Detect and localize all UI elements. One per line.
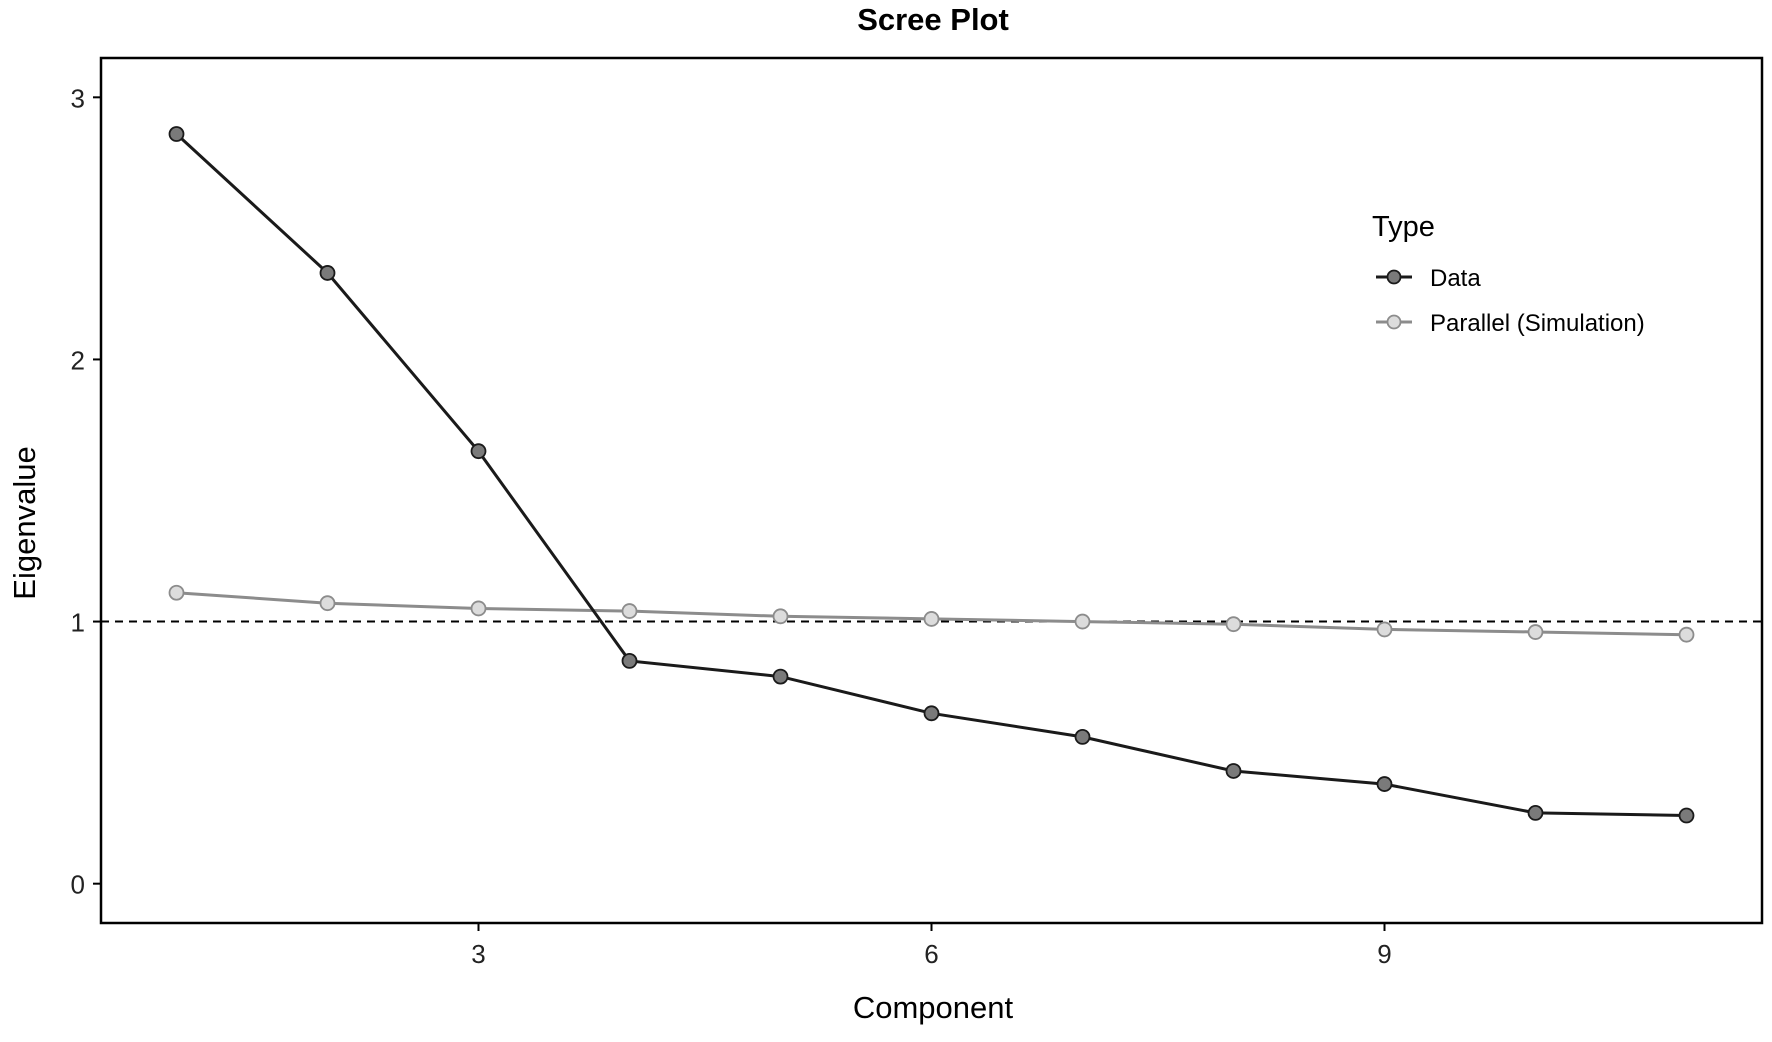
legend-label-data: Data [1430,265,1481,292]
data-point-parallel-simulation [1225,616,1242,633]
data-point-parallel-simulation [1527,624,1544,640]
y-tick-label: 3 [71,83,85,113]
plot-area: 0 1 2 3 3 6 9 [71,56,1764,969]
data-point-data [470,443,487,460]
data-point-parallel-simulation [621,603,638,619]
legend-marker-data [1386,269,1402,285]
data-point-data [1527,805,1544,821]
legend-label-parallel-simulation: Parallel (Simulation) [1430,310,1645,337]
x-tick-label: 3 [471,939,485,969]
x-axis-label: Component [853,990,1014,1025]
data-point-parallel-simulation [923,611,940,627]
data-point-data [319,265,336,281]
data-point-parallel-simulation [1074,613,1091,630]
data-point-data [923,705,940,722]
data-point-data [1074,728,1091,745]
data-point-data [772,668,789,685]
y-axis-label: Eigenvalue [7,446,42,599]
data-point-data [1376,776,1393,792]
y-tick-label: 1 [71,608,85,638]
legend-marker-parallel-simulation [1386,314,1402,330]
data-point-parallel-simulation [319,595,336,612]
data-point-parallel-simulation [470,600,487,617]
data-point-data [621,652,638,669]
x-tick-label: 6 [924,939,938,969]
data-point-parallel-simulation [772,608,789,625]
data-point-data [168,126,185,142]
y-tick-label: 0 [71,870,85,900]
legend-title: Type [1372,211,1435,243]
x-tick-label: 9 [1377,939,1391,969]
data-point-data [1225,763,1242,779]
legend: Type Data Parallel (Simulation) [1372,211,1645,337]
y-tick-label: 2 [71,345,85,375]
chart-title: Scree Plot [857,2,1009,37]
data-point-parallel-simulation [1376,621,1393,638]
data-point-parallel-simulation [1678,626,1695,643]
data-point-parallel-simulation [168,584,185,601]
data-point-data [1678,807,1695,824]
